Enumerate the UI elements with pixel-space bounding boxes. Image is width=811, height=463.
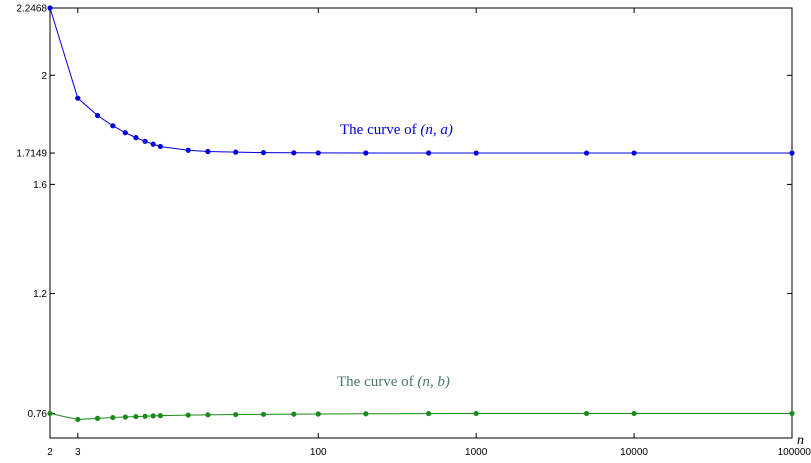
series-1-point-18	[583, 410, 590, 417]
series-1-point-11	[233, 411, 239, 418]
annotation-curve-b-prefix: The curve of	[337, 374, 417, 390]
series-1-point-6	[142, 413, 148, 419]
plot-frame	[49, 7, 793, 439]
y-tick-label-4: 2	[41, 71, 47, 82]
series-0-point-7	[150, 141, 156, 147]
x-tick-label-2: 100	[310, 447, 327, 458]
y-axis-ticks: 0.76 1.2 1.6 1.7149 2 2.2468	[16, 4, 792, 420]
x-axis-ticks: 2 3 100 1000 10000 100000	[47, 8, 811, 458]
series-0-point-9	[185, 147, 191, 153]
series-1-point-5	[133, 413, 139, 420]
series-0-point-12	[260, 149, 267, 156]
series-1-point-16	[426, 410, 432, 417]
series-0-point-6	[142, 138, 148, 144]
series-0-point-5	[133, 135, 139, 141]
series-0-point-15	[363, 150, 369, 156]
x-tick-label-0: 2	[47, 447, 53, 458]
x-tick-label-5: 100000	[778, 447, 811, 458]
series-0-point-3	[110, 123, 116, 129]
series-1-point-7	[150, 413, 156, 419]
y-tick-label-2: 1.6	[33, 180, 47, 191]
x-tick-label-3: 1000	[465, 447, 488, 458]
series-1-point-2	[94, 415, 101, 421]
y-tick-label-1: 1.2	[33, 289, 47, 300]
series-1-point-12	[260, 411, 267, 417]
series-0-point-14	[315, 150, 321, 156]
y-tick-label-3: 1.7149	[16, 149, 47, 160]
series-0-point-19	[631, 150, 637, 156]
series-1-point-19	[631, 410, 637, 417]
series-0-point-11	[233, 149, 239, 155]
series-0-point-2	[94, 112, 101, 119]
series-1-point-14	[315, 411, 321, 417]
series-0-point-10	[205, 148, 211, 155]
series-1-point-4	[122, 414, 128, 420]
series-layer	[47, 5, 795, 423]
x-axis-label: n	[797, 433, 804, 448]
series-0-point-8	[157, 143, 163, 150]
series-0-point-13	[291, 150, 297, 156]
series-1-point-10	[205, 412, 211, 418]
annotation-curve-a: The curve of (n, a)	[340, 122, 453, 138]
series-1-point-8	[157, 413, 163, 419]
series-1-point-3	[110, 414, 116, 421]
x-tick-label-1: 3	[75, 447, 81, 458]
series-1-point-1	[75, 416, 81, 423]
series-1-point-20	[789, 410, 795, 417]
series-0-point-0	[47, 5, 53, 11]
annotation-curve-a-prefix: The curve of	[340, 122, 420, 138]
annotation-layer: The curve of (n, a) The curve of (n, b)	[337, 122, 453, 390]
series-0-point-17	[473, 150, 479, 156]
series-1-point-13	[291, 411, 297, 417]
y-tick-label-5: 2.2468	[16, 4, 47, 15]
series-0-point-1	[75, 95, 81, 101]
annotation-curve-b: The curve of (n, b)	[337, 374, 450, 390]
series-1-point-9	[185, 412, 191, 418]
series-0-point-4	[122, 130, 128, 136]
series-1-point-17	[473, 410, 479, 417]
annotation-curve-b-math: (n, b)	[417, 374, 450, 390]
y-tick-label-0: 0.76	[28, 409, 48, 420]
series-0-point-20	[789, 150, 795, 156]
annotation-curve-a-math: (n, a)	[420, 122, 453, 138]
series-1-point-15	[363, 411, 369, 417]
series-1-point-0	[47, 410, 53, 417]
x-tick-label-4: 10000	[620, 447, 648, 458]
series-0-point-16	[426, 150, 432, 156]
series-0-point-18	[583, 150, 590, 156]
